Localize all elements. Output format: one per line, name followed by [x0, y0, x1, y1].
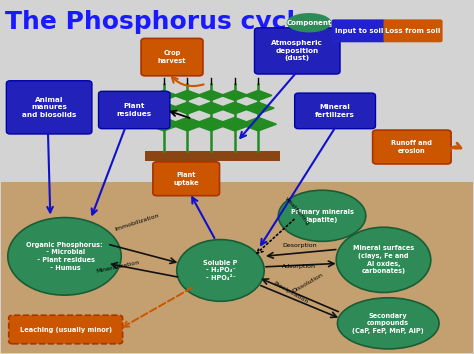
Ellipse shape [337, 298, 439, 349]
Bar [145, 151, 280, 161]
Polygon shape [235, 118, 253, 131]
Polygon shape [240, 118, 258, 131]
Text: Animal
manures
and biosolids: Animal manures and biosolids [22, 97, 76, 118]
Bar [0, 182, 474, 353]
Text: Adsorption: Adsorption [282, 264, 316, 269]
Text: Plant
residues: Plant residues [117, 103, 152, 117]
Polygon shape [187, 118, 206, 131]
Polygon shape [258, 118, 276, 131]
Polygon shape [187, 102, 203, 114]
Text: Soluble P
- H₂PO₄⁻
- HPO₄²⁻: Soluble P - H₂PO₄⁻ - HPO₄²⁻ [203, 260, 237, 281]
Polygon shape [235, 102, 251, 114]
Text: Primary minerals
(apatite): Primary minerals (apatite) [291, 209, 354, 223]
Text: The Phosphorus cycle: The Phosphorus cycle [5, 10, 312, 34]
Text: Immobilization: Immobilization [114, 212, 160, 232]
FancyBboxPatch shape [99, 91, 170, 129]
Polygon shape [211, 118, 229, 131]
Polygon shape [211, 90, 225, 101]
Polygon shape [242, 102, 258, 114]
Polygon shape [217, 118, 235, 131]
Ellipse shape [177, 240, 264, 301]
FancyBboxPatch shape [6, 81, 92, 134]
Polygon shape [219, 102, 235, 114]
FancyBboxPatch shape [255, 28, 340, 74]
Polygon shape [174, 90, 187, 101]
Polygon shape [258, 90, 272, 101]
Polygon shape [221, 90, 235, 101]
Text: Secondary
compounds
(CaP, FeP, MnP, AlP): Secondary compounds (CaP, FeP, MnP, AlP) [353, 313, 424, 334]
Ellipse shape [8, 218, 121, 295]
Ellipse shape [336, 227, 431, 292]
Polygon shape [148, 102, 164, 114]
Polygon shape [258, 102, 274, 114]
Polygon shape [164, 118, 182, 131]
Text: Mineral
fertilizers: Mineral fertilizers [315, 104, 355, 118]
Ellipse shape [278, 190, 366, 241]
Text: Runoff and
erosion: Runoff and erosion [392, 140, 432, 154]
Polygon shape [172, 102, 187, 114]
Polygon shape [211, 102, 227, 114]
Polygon shape [146, 118, 164, 131]
FancyBboxPatch shape [141, 39, 203, 76]
FancyBboxPatch shape [153, 162, 219, 196]
FancyBboxPatch shape [9, 315, 123, 344]
Polygon shape [235, 90, 248, 101]
Text: Precipitation: Precipitation [273, 281, 309, 305]
Polygon shape [197, 90, 211, 101]
Text: Crop
harvest: Crop harvest [158, 50, 186, 64]
Text: Mineralization: Mineralization [95, 260, 139, 274]
FancyBboxPatch shape [383, 19, 443, 42]
FancyBboxPatch shape [373, 130, 451, 164]
Polygon shape [195, 102, 211, 114]
Polygon shape [193, 118, 211, 131]
Text: Atmospheric
deposition
(dust): Atmospheric deposition (dust) [272, 40, 323, 62]
Text: Dissolution: Dissolution [292, 272, 324, 294]
Ellipse shape [287, 13, 331, 33]
Text: Component: Component [286, 20, 332, 26]
Text: Desorption: Desorption [282, 243, 317, 248]
Polygon shape [245, 90, 258, 101]
Text: Plant
uptake: Plant uptake [173, 172, 199, 185]
Text: weathering: weathering [283, 196, 310, 226]
FancyBboxPatch shape [331, 19, 386, 42]
Text: Loss from soil: Loss from soil [385, 28, 441, 34]
Text: Leaching (usually minor): Leaching (usually minor) [19, 326, 112, 332]
Text: Organic Phosphorus:
 - Microbial
 - Plant residues
 - Humus: Organic Phosphorus: - Microbial - Plant … [26, 242, 103, 271]
Text: Mineral surfaces
(clays, Fe and
Al oxdes,
carbonates): Mineral surfaces (clays, Fe and Al oxdes… [353, 245, 414, 274]
Text: Input to soil: Input to soil [335, 28, 383, 34]
Bar [0, 1, 474, 182]
Polygon shape [164, 102, 180, 114]
Polygon shape [164, 90, 177, 101]
Polygon shape [187, 90, 201, 101]
FancyBboxPatch shape [295, 93, 375, 129]
Polygon shape [169, 118, 187, 131]
Polygon shape [150, 90, 164, 101]
